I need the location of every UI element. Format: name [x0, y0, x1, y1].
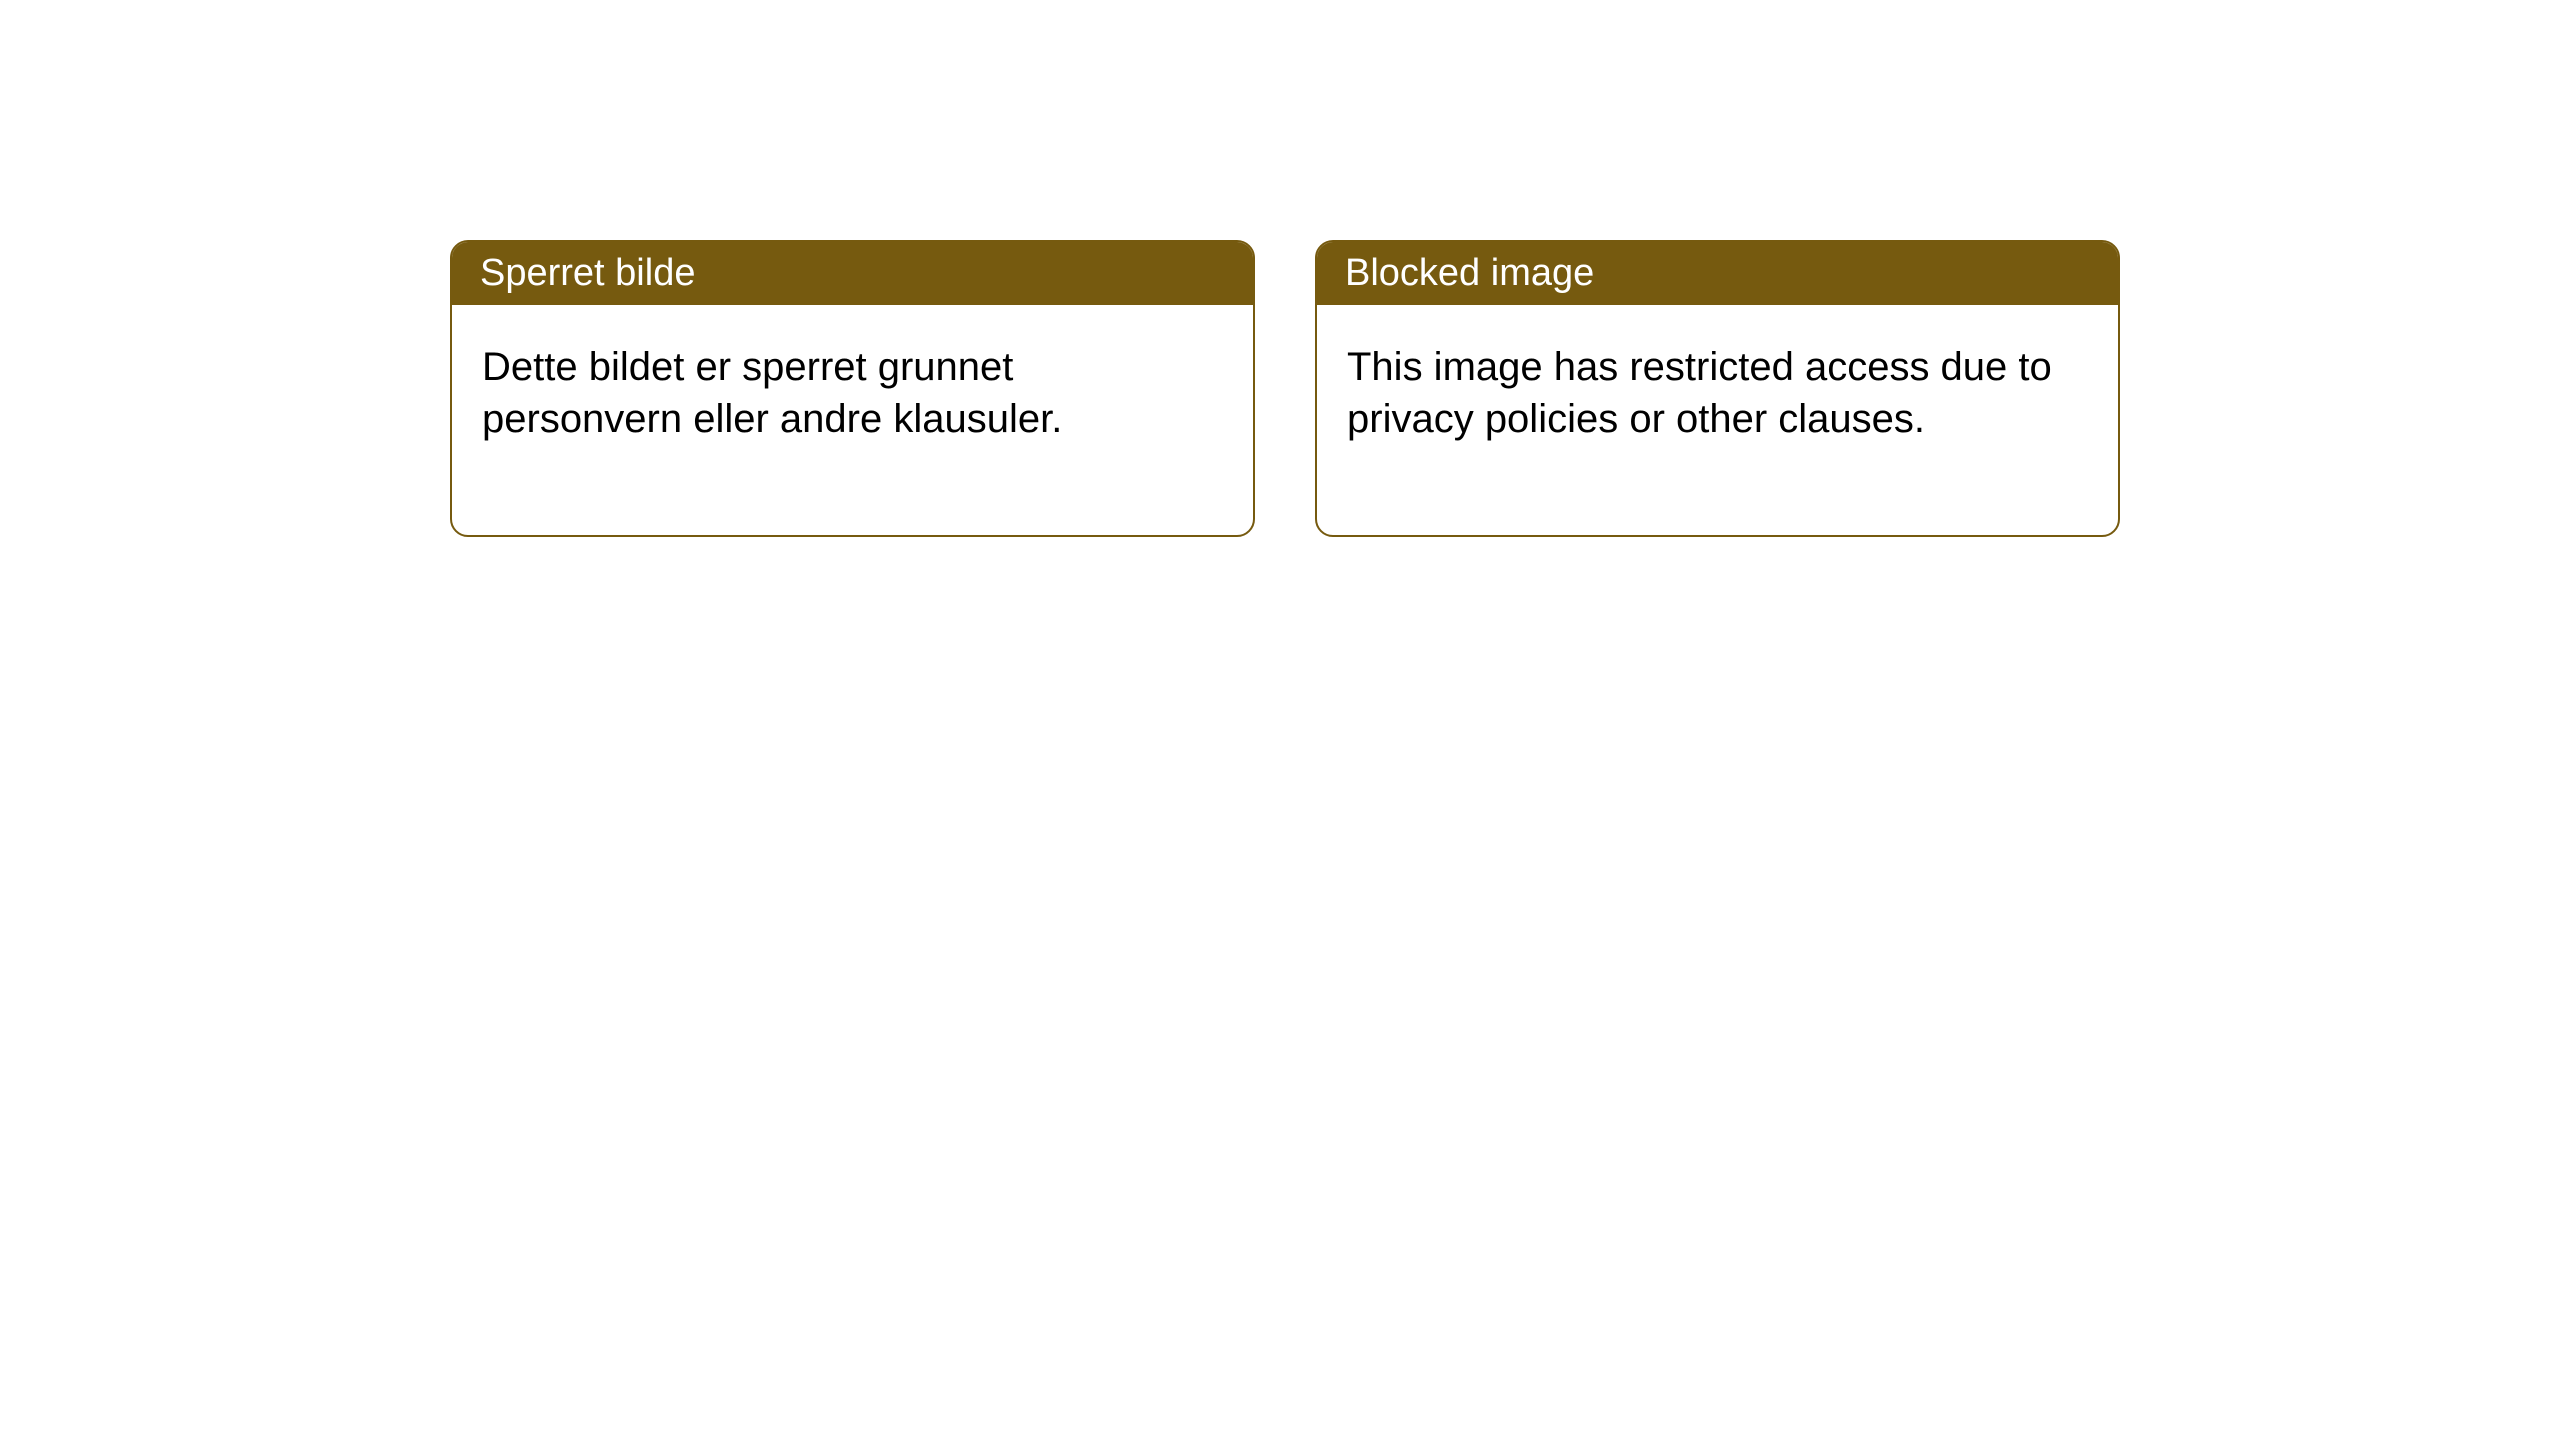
notice-container: Sperret bilde Dette bildet er sperret gr… [0, 0, 2560, 537]
card-body-text: Dette bildet er sperret grunnet personve… [482, 345, 1062, 441]
blocked-image-card-en: Blocked image This image has restricted … [1315, 240, 2120, 537]
card-title: Sperret bilde [480, 252, 695, 294]
card-header: Sperret bilde [452, 242, 1253, 305]
card-body: This image has restricted access due to … [1317, 305, 2118, 535]
card-header: Blocked image [1317, 242, 2118, 305]
blocked-image-card-no: Sperret bilde Dette bildet er sperret gr… [450, 240, 1255, 537]
card-body-text: This image has restricted access due to … [1347, 345, 2052, 441]
card-body: Dette bildet er sperret grunnet personve… [452, 305, 1253, 535]
card-title: Blocked image [1345, 252, 1594, 294]
